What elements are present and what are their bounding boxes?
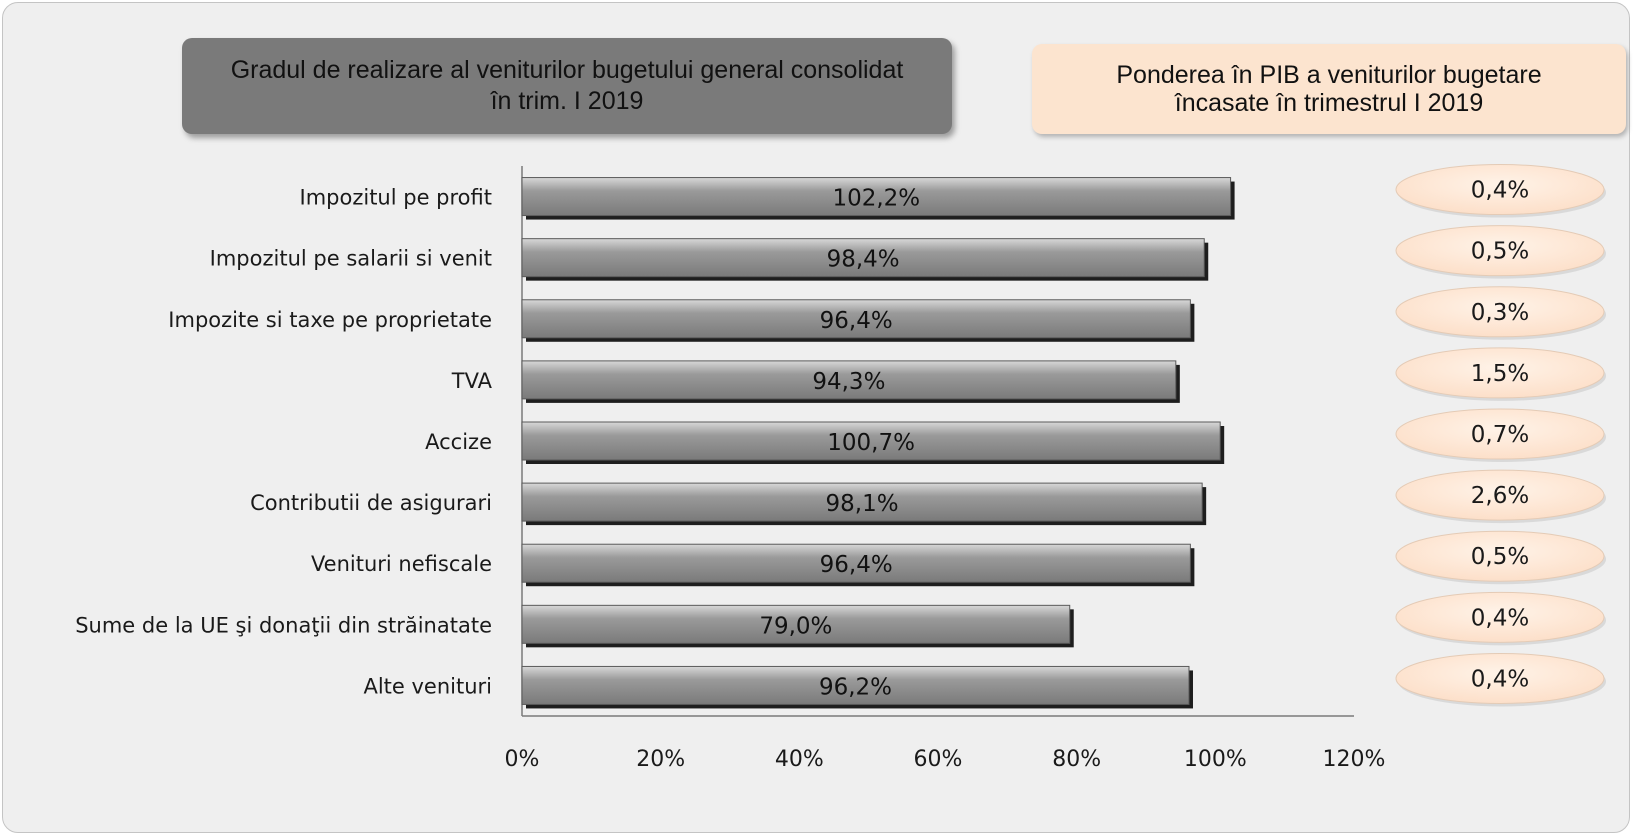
pib-oval — [1395, 408, 1605, 460]
x-tick-label: 40% — [775, 747, 824, 772]
x-tick-label: 80% — [1052, 747, 1101, 772]
pib-title-box: Ponderea în PIB a veniturilor bugetare î… — [1032, 44, 1626, 134]
pib-oval — [1395, 530, 1605, 582]
bar-value-label: 98,4% — [827, 247, 900, 273]
pib-value-label: 1,5% — [1471, 361, 1529, 387]
bar-value-label: 98,1% — [826, 491, 899, 517]
chart-title: Gradul de realizare al veniturilor buget… — [230, 56, 904, 115]
x-tick-label: 20% — [636, 747, 685, 772]
x-tick-label: 120% — [1323, 747, 1386, 772]
bar-value-label: 96,2% — [819, 674, 892, 700]
bar-value-label: 96,4% — [820, 552, 893, 578]
pib-oval — [1395, 469, 1605, 521]
bar — [521, 665, 1190, 705]
bar-value-label: 102,2% — [832, 186, 920, 212]
bar-value-label: 79,0% — [759, 613, 832, 639]
pib-value-label: 0,3% — [1471, 300, 1529, 326]
bar — [521, 177, 1232, 217]
pib-value-label: 0,4% — [1471, 666, 1529, 692]
bar-value-label: 100,7% — [827, 430, 915, 456]
pib-value-label: 0,5% — [1471, 239, 1529, 265]
bar-value-label: 96,4% — [820, 308, 893, 334]
pib-value-label: 0,4% — [1471, 178, 1529, 204]
bar — [521, 299, 1191, 339]
bar — [521, 482, 1203, 522]
pib-oval — [1395, 591, 1605, 643]
chart-title-box: Gradul de realizare al veniturilor buget… — [182, 38, 952, 134]
pib-value-label: 2,6% — [1471, 483, 1529, 509]
pib-value-label: 0,4% — [1471, 605, 1529, 631]
category-label: Venituri nefiscale — [311, 552, 492, 576]
pib-oval — [1395, 652, 1605, 704]
pib-oval — [1395, 164, 1605, 216]
bar — [521, 360, 1177, 400]
x-tick-label: 60% — [914, 747, 963, 772]
category-label: TVA — [451, 369, 493, 393]
bar — [521, 543, 1191, 583]
bar — [521, 238, 1205, 278]
category-label: Sume de la UE şi donaţii din străinatate — [75, 613, 492, 637]
pib-oval — [1395, 286, 1605, 338]
bar — [521, 421, 1221, 461]
bar — [521, 604, 1071, 644]
category-label: Impozite si taxe pe proprietate — [168, 308, 492, 332]
category-label: Contributii de asigurari — [250, 491, 492, 515]
category-label: Impozitul pe salarii si venit — [210, 247, 492, 271]
pib-value-label: 0,7% — [1471, 422, 1529, 448]
category-label: Impozitul pe profit — [300, 186, 492, 210]
pib-oval — [1395, 347, 1605, 399]
x-tick-label: 100% — [1184, 747, 1247, 772]
bar-value-label: 94,3% — [812, 369, 885, 395]
pib-value-label: 0,5% — [1471, 544, 1529, 570]
pib-title: Ponderea în PIB a veniturilor bugetare î… — [1116, 61, 1542, 117]
x-tick-label: 0% — [505, 747, 540, 772]
category-label: Alte venituri — [363, 674, 492, 698]
category-label: Accize — [425, 430, 492, 454]
pib-oval — [1395, 225, 1605, 277]
